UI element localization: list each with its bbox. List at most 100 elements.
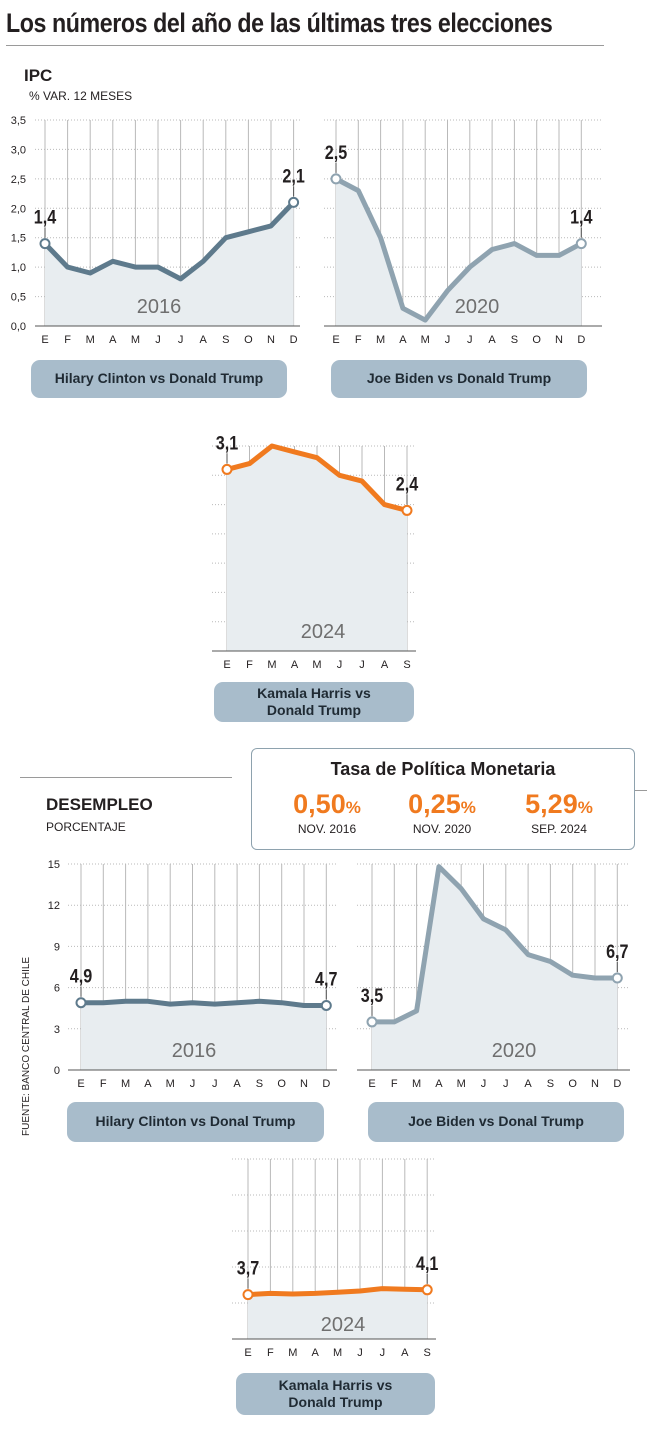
x-tick-label: A <box>109 334 117 346</box>
des-2024-label-line2: Donald Trump <box>288 1394 383 1410</box>
tpm-divider <box>633 790 647 791</box>
value-marker <box>611 972 623 984</box>
y-tick-label: 6 <box>54 983 60 995</box>
x-tick-label: A <box>401 1347 409 1359</box>
ipc-2016-label-text: Hilary Clinton vs Donald Trump <box>54 370 264 387</box>
tpm-value-2020: 0,25% <box>408 789 476 819</box>
series-line <box>224 443 410 513</box>
x-tick-label: O <box>277 1078 286 1090</box>
y-tick-label: 1,5 <box>11 233 26 245</box>
data-label: 3,1 <box>216 432 239 454</box>
y-tick-label: 2,5 <box>11 174 26 186</box>
tpm-value-2016: 0,50% <box>293 789 361 819</box>
value-marker <box>575 238 587 250</box>
page-title: Los números del año de las últimas tres … <box>6 8 553 38</box>
x-tick-label: N <box>555 334 563 346</box>
tpm-item-2024: 5,29% SEP. 2024 <box>504 789 614 837</box>
x-tick-label: J <box>357 1347 363 1359</box>
value-marker <box>401 504 413 516</box>
x-tick-label: J <box>337 659 343 671</box>
x-tick-label: M <box>166 1078 175 1090</box>
ipc-2024-label-line1: Kamala Harris vs <box>257 684 371 701</box>
tpm-date-2024: SEP. 2024 <box>531 822 587 836</box>
x-tick-label: E <box>77 1078 84 1090</box>
y-tick-label: 12 <box>48 900 60 912</box>
ipc-2024-label-line2: Donald Trump <box>266 702 362 718</box>
y-tick-label: 3,5 <box>11 115 26 127</box>
des-2020-label: Joe Biden vs Donal Trump <box>368 1102 624 1142</box>
ipc-2024-label: Kamala Harris vs Donald Trump <box>214 682 414 722</box>
x-tick-label: F <box>100 1078 107 1090</box>
x-tick-label: A <box>435 1078 443 1090</box>
ipc-2016-label: Hilary Clinton vs Donald Trump <box>31 360 287 398</box>
data-label: 3,7 <box>237 1257 260 1279</box>
series-line <box>245 1286 430 1298</box>
series-area <box>227 446 407 651</box>
x-tick-label: A <box>233 1078 241 1090</box>
des-2024-label-line1: Kamala Harris vs <box>278 1376 393 1393</box>
x-tick-label: A <box>200 334 208 346</box>
tpm-item-2016: 0,50% NOV. 2016 <box>272 789 382 837</box>
x-tick-label: D <box>322 1078 330 1090</box>
x-tick-label: M <box>376 334 385 346</box>
desempleo-divider <box>20 777 232 778</box>
y-tick-label: 0,0 <box>11 321 26 333</box>
x-tick-label: M <box>412 1078 421 1090</box>
year-label: 2024 <box>321 1314 366 1336</box>
series-area <box>81 1001 327 1070</box>
x-tick-label: E <box>332 334 339 346</box>
x-tick-label: O <box>532 334 541 346</box>
data-label: 4,9 <box>70 965 93 987</box>
data-label: 2,5 <box>325 142 348 164</box>
x-tick-label: N <box>267 334 275 346</box>
series-line <box>369 864 620 1025</box>
x-tick-label: S <box>256 1078 263 1090</box>
x-tick-label: S <box>547 1078 554 1090</box>
value-marker <box>288 196 300 208</box>
year-label: 2020 <box>455 296 500 318</box>
value-marker <box>320 999 332 1011</box>
y-tick-label: 2,0 <box>11 203 26 215</box>
des-2024-label: Kamala Harris vs Donald Trump <box>236 1373 435 1415</box>
x-tick-label: J <box>467 334 473 346</box>
x-tick-label: A <box>144 1078 152 1090</box>
series-area <box>45 202 294 326</box>
x-tick-label: J <box>503 1078 509 1090</box>
desempleo-subtitle: PORCENTAJE <box>46 820 126 834</box>
x-tick-label: S <box>222 334 229 346</box>
ipc-2020-label-text: Joe Biden vs Donald Trump <box>366 370 552 387</box>
x-tick-label: N <box>300 1078 308 1090</box>
y-tick-label: 1,0 <box>11 262 26 274</box>
x-tick-label: M <box>421 334 430 346</box>
ipc-subtitle: % VAR. 12 MESES <box>29 89 133 103</box>
x-tick-label: J <box>178 334 184 346</box>
x-tick-label: S <box>511 334 518 346</box>
x-tick-label: A <box>488 334 496 346</box>
y-tick-label: 3,0 <box>11 144 26 156</box>
tpm-item-2020: 0,25% NOV. 2020 <box>387 789 497 837</box>
year-label: 2016 <box>172 1040 217 1062</box>
tpm-value-2024: 5,29% <box>525 789 593 819</box>
tpm-title: Tasa de Política Monetaria <box>330 759 556 779</box>
x-tick-label: F <box>267 1347 274 1359</box>
x-tick-label: J <box>155 334 161 346</box>
value-marker <box>221 463 233 475</box>
x-tick-label: F <box>64 334 71 346</box>
x-tick-label: J <box>445 334 451 346</box>
x-tick-label: E <box>368 1078 375 1090</box>
des-2016-label-text: Hilary Clinton vs Donal Trump <box>95 1113 296 1130</box>
series-line <box>78 998 329 1008</box>
x-tick-label: E <box>41 334 48 346</box>
x-tick-label: O <box>568 1078 577 1090</box>
x-tick-label: A <box>312 1347 320 1359</box>
data-label: 2,1 <box>282 165 305 187</box>
x-tick-label: J <box>359 659 365 671</box>
x-tick-label: A <box>524 1078 532 1090</box>
x-tick-label: A <box>291 659 299 671</box>
year-label: 2016 <box>137 296 182 318</box>
x-tick-label: D <box>613 1078 621 1090</box>
x-tick-label: M <box>457 1078 466 1090</box>
tpm-box: Tasa de Política Monetaria 0,50% NOV. 20… <box>251 748 635 850</box>
x-tick-label: J <box>481 1078 487 1090</box>
